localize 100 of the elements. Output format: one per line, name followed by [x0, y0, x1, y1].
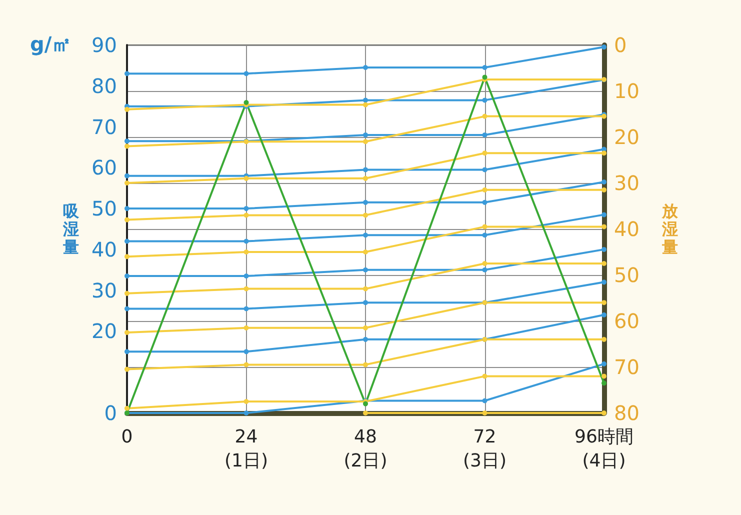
- point: [124, 254, 130, 260]
- point: [363, 139, 368, 144]
- point: [602, 336, 606, 342]
- point: [363, 325, 368, 330]
- point: [124, 366, 130, 372]
- point: [482, 410, 488, 416]
- point: [363, 267, 368, 272]
- point: [124, 349, 130, 354]
- point: [363, 362, 368, 368]
- point: [482, 200, 488, 205]
- point: [602, 261, 606, 266]
- point: [363, 98, 368, 103]
- x-tick-label: 24 (1日): [224, 426, 268, 472]
- point: [124, 306, 130, 312]
- point: [482, 398, 488, 404]
- y-tick-label: 70: [92, 114, 117, 139]
- point: [363, 250, 368, 254]
- point: [124, 274, 130, 279]
- point: [244, 100, 249, 105]
- point: [363, 286, 368, 292]
- y2-tick-label: 0: [614, 33, 627, 57]
- y2-tick-label: 40: [614, 217, 640, 241]
- point: [363, 102, 368, 108]
- y-tick-label: 90: [92, 33, 117, 57]
- point: [602, 380, 606, 386]
- y-axis-title: 吸湿量: [62, 202, 80, 256]
- point: [124, 173, 130, 178]
- point: [244, 410, 249, 416]
- y-tick-label: 40: [92, 237, 117, 262]
- y2-tick-label: 20: [614, 125, 640, 149]
- point: [244, 71, 249, 76]
- point: [244, 286, 249, 292]
- point: [602, 374, 606, 379]
- point: [602, 44, 606, 50]
- point: [124, 144, 130, 149]
- text: g/㎡: [30, 32, 72, 56]
- point: [244, 250, 249, 254]
- point: [482, 64, 488, 70]
- point: [602, 179, 606, 184]
- point: [124, 217, 130, 222]
- point: [602, 150, 606, 156]
- point: [244, 362, 249, 368]
- y2-tick-label: 60: [614, 309, 640, 333]
- point: [602, 312, 606, 318]
- point: [244, 206, 249, 212]
- point: [124, 330, 130, 335]
- point: [482, 150, 488, 156]
- point: [244, 274, 249, 279]
- y2-tick-label: 80: [614, 401, 640, 425]
- point: [482, 74, 488, 80]
- point: [244, 325, 249, 330]
- y2-tick-label: 50: [614, 263, 640, 287]
- point: [602, 280, 606, 285]
- point: [124, 138, 130, 144]
- point: [602, 300, 606, 306]
- point: [363, 200, 368, 205]
- x-tick-label: 96時間 (4日): [574, 426, 634, 472]
- point: [244, 349, 249, 354]
- point: [244, 176, 249, 181]
- y-tick-label: 80: [92, 74, 117, 98]
- point: [363, 212, 368, 218]
- y2-axis-title: 放湿量: [661, 202, 679, 256]
- point: [363, 232, 368, 238]
- point: [363, 132, 368, 138]
- point: [363, 176, 368, 181]
- point: [244, 306, 249, 312]
- y-tick-label: 30: [92, 278, 117, 302]
- point: [482, 114, 488, 119]
- point: [363, 410, 368, 416]
- point: [482, 98, 488, 103]
- point: [482, 267, 488, 272]
- point: [602, 224, 606, 230]
- point: [363, 64, 368, 70]
- x-tick-label: 0: [121, 426, 133, 448]
- y-tick-label: 50: [92, 196, 117, 221]
- point: [124, 406, 130, 411]
- point: [244, 399, 249, 404]
- point: [602, 361, 606, 366]
- y2-tick-label: 10: [614, 79, 640, 103]
- point: [363, 336, 368, 342]
- x-tick-label: 72 (3日): [463, 426, 506, 472]
- point: [482, 132, 488, 138]
- point: [602, 212, 606, 218]
- point: [124, 180, 130, 186]
- point: [602, 187, 606, 192]
- point: [363, 300, 368, 306]
- y-tick-label: 0: [104, 401, 117, 425]
- point: [482, 187, 488, 192]
- point: [482, 224, 488, 230]
- point: [244, 238, 249, 244]
- point: [363, 401, 368, 406]
- point: [482, 232, 488, 238]
- point: [244, 212, 249, 218]
- y2-tick-label: 70: [614, 355, 640, 379]
- point: [602, 246, 606, 252]
- point: [124, 206, 130, 212]
- point: [482, 167, 488, 172]
- y2-tick-label: 30: [614, 171, 640, 195]
- point: [124, 290, 130, 296]
- point: [602, 410, 606, 416]
